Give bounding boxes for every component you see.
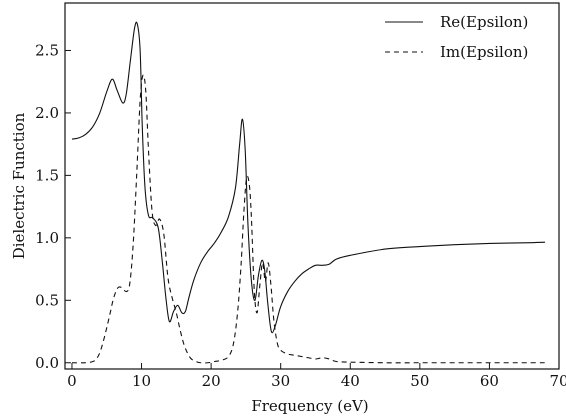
legend-label-re-epsilon: Re(Epsilon)	[440, 13, 528, 31]
x-axis-label: Frequency (eV)	[251, 397, 368, 415]
y-tick-label: 1.5	[35, 166, 59, 184]
y-tick-label: 0.5	[35, 291, 59, 309]
x-tick-label: 10	[132, 372, 151, 390]
x-tick-label: 0	[67, 372, 77, 390]
x-tick-label: 70	[549, 372, 566, 390]
x-tick-label: 40	[341, 372, 360, 390]
x-tick-label: 50	[410, 372, 429, 390]
x-tick-label: 60	[480, 372, 499, 390]
y-tick-label: 2.5	[35, 41, 59, 59]
y-tick-label: 0.0	[35, 354, 59, 372]
y-tick-label: 2.0	[35, 104, 59, 122]
x-tick-label: 30	[271, 372, 290, 390]
y-tick-label: 1.0	[35, 229, 59, 247]
y-axis-label: Dielectric Function	[10, 112, 28, 259]
legend-label-im-epsilon: Im(Epsilon)	[440, 43, 528, 61]
x-tick-label: 20	[202, 372, 221, 390]
